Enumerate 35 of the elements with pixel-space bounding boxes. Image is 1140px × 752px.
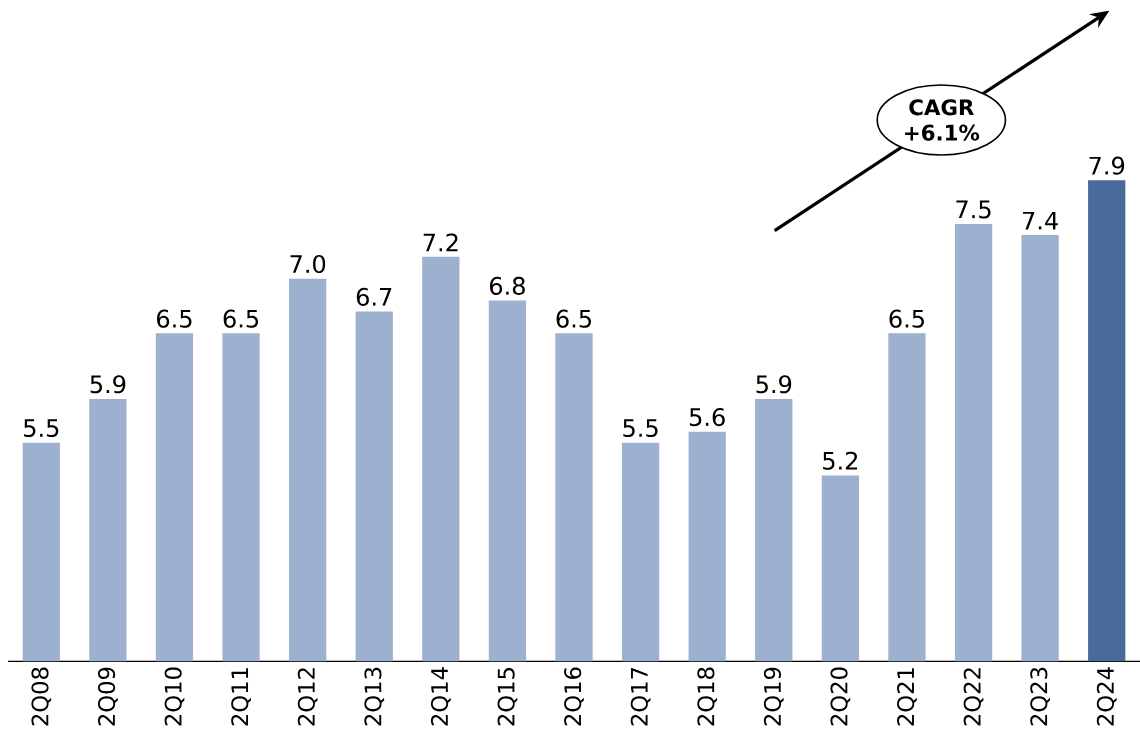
data-label: 5.9 [90, 375, 126, 394]
data-label: 7.5 [956, 200, 991, 219]
x-tick-label: 2Q16 [564, 667, 584, 726]
data-label: 5.6 [689, 408, 725, 427]
x-tick-label: 2Q19 [763, 667, 784, 726]
data-label: 6.8 [490, 276, 525, 295]
x-tick-label: 2Q17 [630, 667, 651, 726]
data-label: 5.5 [24, 419, 59, 438]
x-tick-label: 2Q12 [297, 668, 318, 726]
data-label: 7.9 [1089, 156, 1125, 175]
data-label: 6.5 [157, 309, 192, 328]
x-tick-label: 2Q08 [31, 667, 52, 726]
text: CAGR +6.1% [905, 99, 980, 141]
x-tick-label: 2Q18 [697, 667, 718, 726]
data-label: 7.2 [423, 233, 458, 252]
x-tick-label: 2Q15 [497, 668, 518, 726]
data-label: 6.5 [556, 309, 591, 328]
data-label: 7.0 [290, 254, 326, 274]
data-label: 6.7 [356, 287, 392, 306]
x-tick-label: 2Q20 [830, 667, 851, 726]
x-tick-label: 2Q13 [364, 667, 385, 726]
x-tick-label: 2Q22 [963, 668, 984, 726]
data-label: 6.5 [889, 309, 924, 328]
data-label: 6.5 [223, 309, 259, 328]
data-label: 5.9 [756, 375, 792, 394]
x-tick-label: 2Q10 [164, 667, 185, 726]
x-tick-label: 2Q09 [98, 667, 118, 726]
x-tick-label: 2Q24 [1096, 667, 1117, 726]
data-label: 5.2 [823, 451, 858, 470]
x-tick-label: 2Q23 [1030, 667, 1050, 726]
x-tick-label: 2Q21 [897, 668, 917, 726]
x-tick-label: 2Q14 [430, 667, 451, 726]
data-label: 7.4 [1023, 211, 1058, 230]
x-tick-label: 2Q11 [231, 668, 251, 726]
data-label: 5.5 [623, 419, 658, 438]
